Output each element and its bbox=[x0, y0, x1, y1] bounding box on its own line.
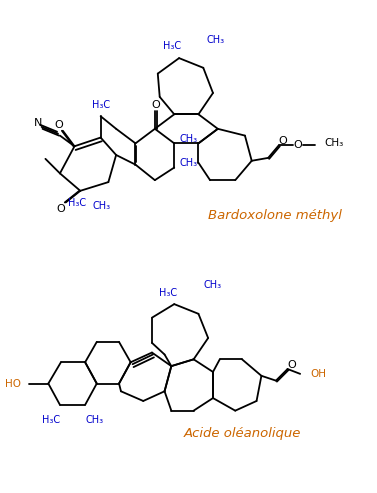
Text: OH: OH bbox=[311, 369, 327, 379]
Text: O: O bbox=[287, 360, 296, 370]
Text: CH₃: CH₃ bbox=[179, 135, 197, 144]
Text: HO: HO bbox=[5, 379, 21, 388]
Text: N: N bbox=[34, 118, 42, 128]
Text: CH₃: CH₃ bbox=[179, 158, 197, 168]
Text: CH₃: CH₃ bbox=[203, 280, 221, 290]
Text: O: O bbox=[278, 137, 287, 146]
Text: O: O bbox=[294, 141, 303, 150]
Text: H₃C: H₃C bbox=[92, 100, 110, 109]
Text: Bardoxolone méthyl: Bardoxolone méthyl bbox=[208, 210, 342, 222]
Text: Acide oléanolique: Acide oléanolique bbox=[184, 427, 301, 440]
Text: CH₃: CH₃ bbox=[85, 415, 103, 425]
Text: O: O bbox=[57, 204, 65, 214]
Text: O: O bbox=[152, 100, 160, 109]
Text: CH₃: CH₃ bbox=[92, 201, 111, 211]
Text: H₃C: H₃C bbox=[42, 415, 60, 425]
Text: O: O bbox=[55, 120, 63, 130]
Text: H₃C: H₃C bbox=[163, 41, 181, 51]
Text: CH₃: CH₃ bbox=[206, 35, 224, 45]
Text: H₃C: H₃C bbox=[159, 287, 177, 297]
Text: H₃C: H₃C bbox=[68, 198, 86, 209]
Text: CH₃: CH₃ bbox=[324, 139, 343, 148]
